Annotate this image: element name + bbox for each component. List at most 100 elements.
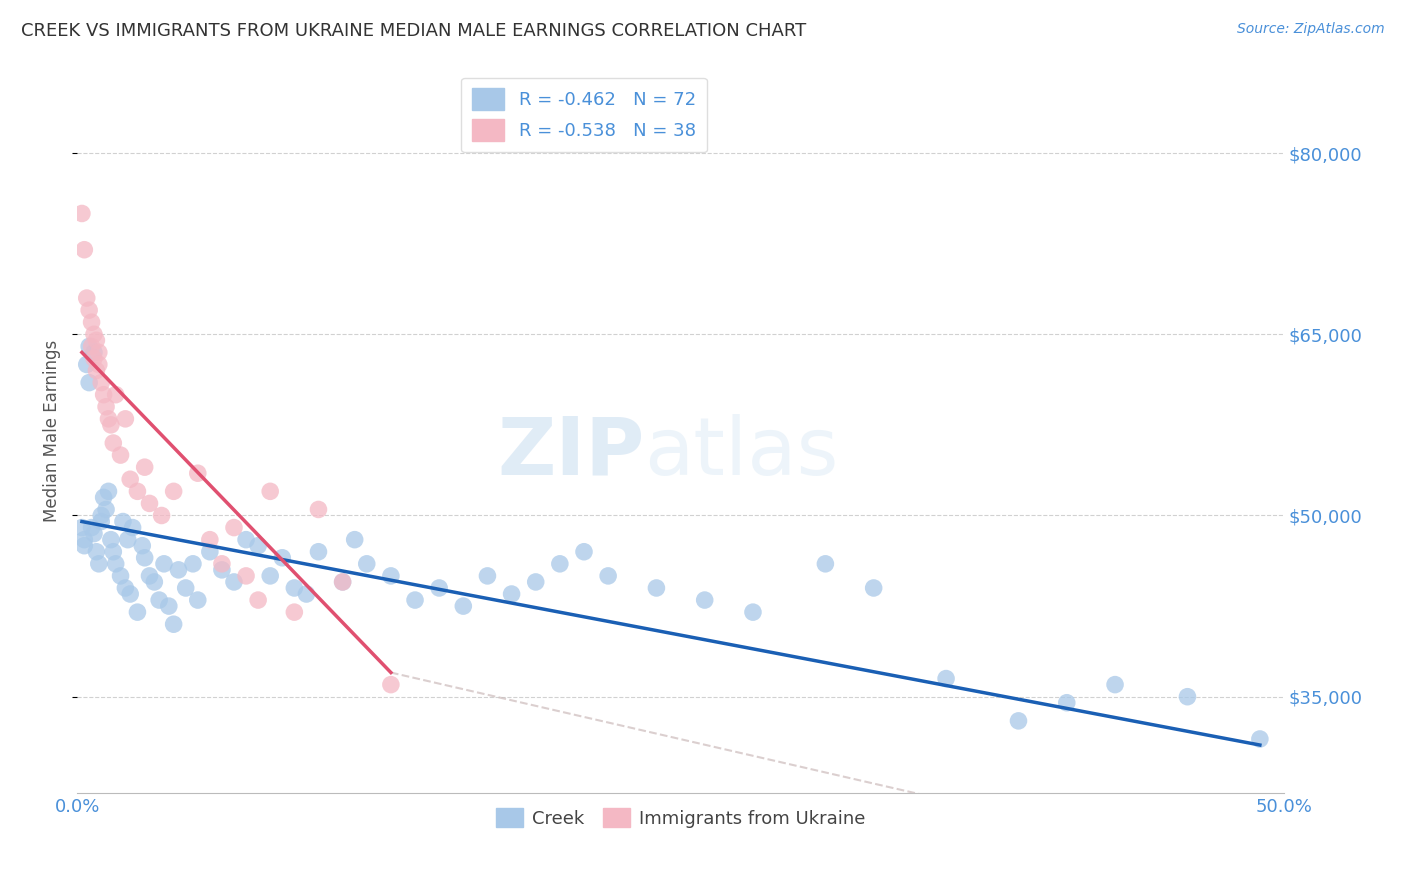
Point [104, 387, 127, 401]
Point [127, 484, 149, 499]
Point [76, 291, 98, 305]
Point [501, 587, 523, 601]
Point [120, 472, 142, 486]
Point [120, 587, 142, 601]
Point [453, 599, 475, 613]
Point [271, 550, 294, 565]
Point [103, 436, 125, 450]
Point [111, 515, 134, 529]
Point [77, 376, 100, 390]
Point [222, 574, 245, 589]
Point [259, 569, 281, 583]
Point [93, 387, 115, 401]
Point [1056, 696, 1078, 710]
Point [148, 593, 170, 607]
Point [247, 539, 270, 553]
Point [181, 557, 204, 571]
Point [693, 593, 716, 607]
Point [427, 581, 450, 595]
Point [87, 557, 110, 571]
Point [198, 533, 221, 547]
Point [83, 345, 105, 359]
Point [1104, 678, 1126, 692]
Point [404, 593, 426, 607]
Point [114, 412, 136, 426]
Point [83, 351, 105, 366]
Point [114, 581, 136, 595]
Point [97, 412, 120, 426]
Text: Source: ZipAtlas.com: Source: ZipAtlas.com [1237, 22, 1385, 37]
Point [70, 520, 93, 534]
Point [167, 563, 190, 577]
Text: atlas: atlas [644, 414, 839, 491]
Point [87, 358, 110, 372]
Point [645, 581, 668, 595]
Point [247, 593, 270, 607]
Point [86, 545, 108, 559]
Point [104, 557, 127, 571]
Point [138, 569, 160, 583]
Point [80, 339, 103, 353]
Point [138, 496, 160, 510]
Point [117, 533, 139, 547]
Point [94, 502, 117, 516]
Point [76, 358, 98, 372]
Point [150, 508, 173, 523]
Point [90, 376, 112, 390]
Point [1177, 690, 1199, 704]
Point [343, 533, 366, 547]
Point [73, 533, 96, 547]
Point [477, 569, 499, 583]
Point [121, 520, 143, 534]
Legend: Creek, Immigrants from Ukraine: Creek, Immigrants from Ukraine [489, 801, 872, 835]
Point [110, 448, 132, 462]
Point [77, 303, 100, 318]
Point [935, 672, 957, 686]
Point [127, 605, 149, 619]
Point [86, 363, 108, 377]
Point [174, 581, 197, 595]
Point [572, 545, 595, 559]
Point [134, 460, 156, 475]
Point [97, 484, 120, 499]
Point [332, 574, 354, 589]
Point [73, 243, 96, 257]
Point [83, 327, 105, 342]
Point [94, 400, 117, 414]
Point [295, 587, 318, 601]
Y-axis label: Median Male Earnings: Median Male Earnings [44, 340, 60, 522]
Point [524, 574, 547, 589]
Point [153, 557, 176, 571]
Point [70, 206, 93, 220]
Point [222, 520, 245, 534]
Point [163, 617, 186, 632]
Point [86, 334, 108, 348]
Point [73, 539, 96, 553]
Point [211, 557, 233, 571]
Point [83, 526, 105, 541]
Point [187, 467, 209, 481]
Point [283, 581, 305, 595]
Point [814, 557, 837, 571]
Point [163, 484, 186, 499]
Point [90, 515, 112, 529]
Point [157, 599, 180, 613]
Point [211, 563, 233, 577]
Point [80, 520, 103, 534]
Point [356, 557, 378, 571]
Text: CREEK VS IMMIGRANTS FROM UKRAINE MEDIAN MALE EARNINGS CORRELATION CHART: CREEK VS IMMIGRANTS FROM UKRAINE MEDIAN … [21, 22, 806, 40]
Point [742, 605, 765, 619]
Point [548, 557, 571, 571]
Point [90, 508, 112, 523]
Point [187, 593, 209, 607]
Point [110, 569, 132, 583]
Point [332, 574, 354, 589]
Point [598, 569, 620, 583]
Point [1007, 714, 1029, 728]
Text: ZIP: ZIP [498, 414, 644, 491]
Point [308, 502, 330, 516]
Point [87, 345, 110, 359]
Point [1249, 731, 1271, 746]
Point [134, 550, 156, 565]
Point [143, 574, 166, 589]
